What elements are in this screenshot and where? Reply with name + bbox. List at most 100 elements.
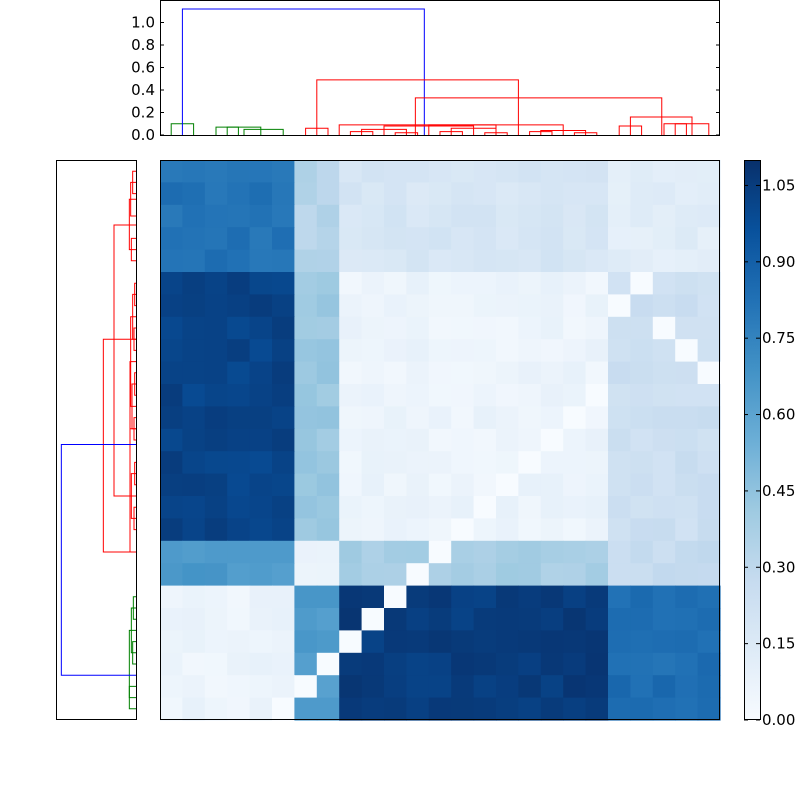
heatmap-cell [608,451,631,475]
heatmap-cell [473,630,497,654]
heatmap-cell [675,697,699,721]
heatmap-cell [249,428,273,452]
heatmap-cell [630,160,654,183]
heatmap-cell [339,249,363,273]
heatmap-cell [294,406,318,430]
heatmap-cell [406,316,430,340]
heatmap-cell [563,406,587,430]
heatmap-cell [294,294,318,318]
heatmap-cell [294,204,318,228]
heatmap-cell [630,675,654,699]
heatmap-cell [384,249,407,273]
heatmap-cell [428,339,452,363]
heatmap-cell [339,630,363,654]
heatmap-cell [361,227,385,251]
heatmap-cell [160,473,183,497]
heatmap-cell [652,249,676,273]
top-dendrogram-link [338,124,497,135]
heatmap-cell [697,451,721,475]
heatmap-cell [585,204,609,228]
heatmap-cell [473,406,497,430]
heatmap-cell [406,406,430,430]
heatmap-cell [294,361,318,385]
heatmap-cell [294,496,318,519]
heatmap-cell [428,630,452,654]
top-dendrogram-link [181,8,425,135]
heatmap-cell [518,227,542,251]
heatmap-cell [249,630,273,654]
heatmap-cell [675,608,699,631]
heatmap-cell [227,473,251,497]
heatmap-cell [451,339,475,363]
heatmap-cell [518,585,542,609]
heatmap-cell [249,608,273,631]
heatmap-cell [339,563,363,587]
heatmap-cell [249,294,273,318]
heatmap-cell [675,294,699,318]
heatmap-cell [697,294,721,318]
heatmap-cell [316,204,340,228]
heatmap-cell [182,160,206,183]
heatmap-cell [697,473,721,497]
heatmap-cell [316,652,340,676]
heatmap-cell [652,160,676,183]
heatmap-cell [428,608,452,631]
heatmap-cell [294,182,318,206]
heatmap-cell [384,473,407,497]
heatmap-cell [563,630,587,654]
heatmap-cell [451,272,475,295]
heatmap-cell [496,361,519,385]
colorbar-tick-label: 0.75 [762,329,795,347]
heatmap-cell [518,160,542,183]
heatmap-cell [563,585,587,609]
heatmap-cell [384,697,407,721]
heatmap-cell [518,608,542,631]
heatmap-cell [294,384,318,407]
heatmap-cell [272,652,295,676]
heatmap-cell [652,428,676,452]
heatmap-cell [316,630,340,654]
heatmap-cell [361,540,385,564]
heatmap-cell [563,294,587,318]
heatmap-cell [227,204,251,228]
heatmap-cell [272,384,295,407]
heatmap-cell [249,675,273,699]
heatmap-cell [272,406,295,430]
heatmap-cell [160,204,183,228]
heatmap-cell [361,406,385,430]
heatmap-cell [630,473,654,497]
heatmap-cell [160,406,183,430]
heatmap-cell [361,652,385,676]
heatmap-cell [697,272,721,295]
heatmap-cell [652,473,676,497]
heatmap-cell [227,182,251,206]
heatmap-cell [160,294,183,318]
heatmap-cell [585,540,609,564]
heatmap-cell [406,473,430,497]
heatmap-cell [406,540,430,564]
heatmap-cell [384,563,407,587]
heatmap-cell [361,204,385,228]
top-dendrogram-link [226,126,262,135]
heatmap-cell [204,496,228,519]
heatmap-cell [249,160,273,183]
heatmap-cell [608,316,631,340]
heatmap-cell [339,540,363,564]
heatmap-cell [496,316,519,340]
heatmap-cell [316,272,340,295]
heatmap-cell [406,361,430,385]
heatmap-cell [585,428,609,452]
heatmap-cell [496,249,519,273]
heatmap-cell [675,361,699,385]
heatmap-cell [428,496,452,519]
heatmap-cell [652,339,676,363]
heatmap-cell [361,630,385,654]
heatmap-cell [585,451,609,475]
heatmap-cell [630,204,654,228]
heatmap-cell [675,518,699,542]
heatmap-cell [406,204,430,228]
heatmap-cell [339,384,363,407]
heatmap-cell [406,160,430,183]
heatmap-cell [294,563,318,587]
heatmap-cell [585,406,609,430]
